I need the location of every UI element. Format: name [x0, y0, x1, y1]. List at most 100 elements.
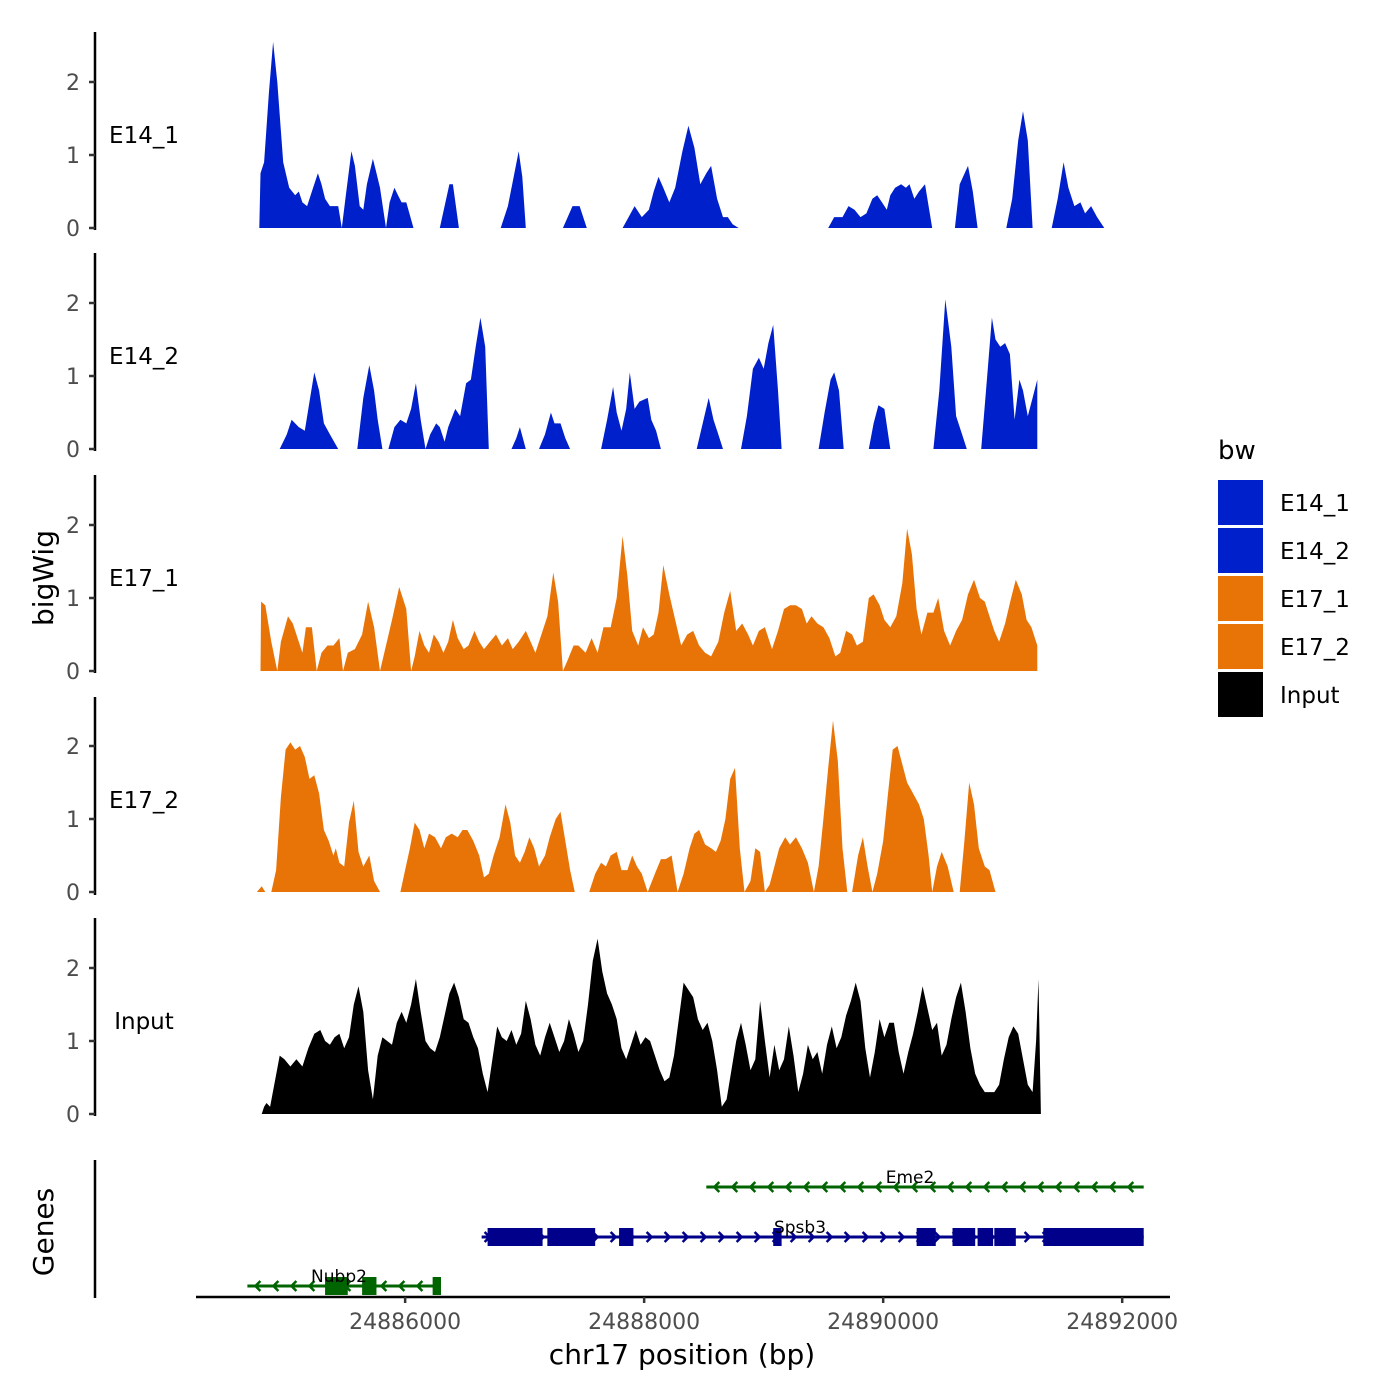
strand-arrow: [1000, 1181, 1009, 1193]
gene-exon: [432, 1277, 441, 1295]
strand-arrow: [1126, 1181, 1135, 1193]
legend-label-E17_1: E17_1: [1280, 587, 1350, 613]
legend-label-Input: Input: [1280, 683, 1340, 709]
strand-arrow: [874, 1181, 883, 1193]
y-tick-label: 0: [66, 881, 80, 906]
gene-exon: [916, 1228, 936, 1246]
strand-arrow: [397, 1280, 406, 1292]
strand-arrow: [379, 1280, 388, 1292]
gene-label-Spsb3: Spsb3: [774, 1218, 826, 1238]
strand-arrow: [766, 1181, 775, 1193]
strand-arrow: [748, 1181, 757, 1193]
y-tick-label: 2: [66, 71, 80, 96]
coverage-area-E17_2: [256, 720, 996, 892]
y-tick-label: 0: [66, 660, 80, 685]
strand-arrow: [784, 1181, 793, 1193]
y-tick-label: 1: [66, 365, 80, 390]
strand-arrow: [825, 1231, 834, 1243]
strand-arrow: [712, 1181, 721, 1193]
track-label-E14_2: E14_2: [109, 344, 179, 370]
y-tick-label: 1: [66, 144, 80, 169]
legend-label-E17_2: E17_2: [1280, 635, 1350, 661]
strand-arrow: [753, 1231, 762, 1243]
strand-arrow: [717, 1231, 726, 1243]
strand-arrow: [1108, 1181, 1117, 1193]
legend-title: bw: [1218, 436, 1256, 466]
track-label-E17_1: E17_1: [109, 566, 179, 592]
x-axis-title: chr17 position (bp): [549, 1338, 815, 1371]
strand-arrow: [820, 1181, 829, 1193]
strand-arrow: [879, 1231, 888, 1243]
genes-axis-title: Genes: [27, 1188, 60, 1276]
x-axis: 24886000 24888000 24890000 24892000: [196, 1295, 1178, 1335]
y-tick-label: 2: [66, 735, 80, 760]
gene-exon: [773, 1228, 782, 1246]
strand-arrow: [843, 1231, 852, 1243]
bigwig-panels: 0 1 2 E14_1 0 1 2 E14_2 0 1 2 E17_1 0 1 2 E17_2 0 1 2 Input: [66, 32, 1105, 1128]
y-tick-label: 2: [66, 292, 80, 317]
gene-exon: [977, 1228, 994, 1246]
strand-arrow: [271, 1280, 280, 1292]
gene-label-Eme2: Eme2: [886, 1168, 935, 1188]
coverage-area-E17_1: [260, 528, 1038, 671]
strand-arrow: [699, 1231, 708, 1243]
strand-arrow: [289, 1280, 298, 1292]
legend-label-E14_1: E14_1: [1280, 491, 1350, 517]
track-label-Input: Input: [114, 1009, 174, 1035]
strand-arrow: [892, 1181, 901, 1193]
gene-exon: [325, 1277, 348, 1295]
strand-arrow: [807, 1231, 816, 1243]
y-tick-label: 2: [66, 957, 80, 982]
gene-exon: [487, 1228, 543, 1246]
legend-swatch-E17_2: [1218, 624, 1263, 669]
legend-swatch-E14_2: [1218, 528, 1263, 573]
strand-arrow: [946, 1181, 955, 1193]
coverage-area-E14_1: [259, 41, 1105, 229]
strand-arrow: [1090, 1181, 1099, 1193]
gene-exon: [952, 1228, 976, 1246]
legend-swatch-Input: [1218, 672, 1263, 717]
strand-arrow: [609, 1231, 618, 1243]
strand-arrow: [730, 1181, 739, 1193]
strand-arrow: [415, 1280, 424, 1292]
gene-exon: [362, 1277, 377, 1295]
gene-exon: [994, 1228, 1016, 1246]
strand-arrow: [307, 1280, 316, 1292]
legend-swatch-E17_1: [1218, 576, 1263, 621]
strand-arrow: [253, 1280, 262, 1292]
gene-Eme2: Eme2: [706, 1168, 1144, 1193]
legend-swatch-E14_1: [1218, 480, 1263, 525]
x-tick-label: 24888000: [588, 1310, 700, 1335]
strand-arrow: [1072, 1181, 1081, 1193]
strand-arrow: [856, 1181, 865, 1193]
track-E14_1: 0 1 2 E14_1: [66, 32, 1105, 242]
strand-arrow: [838, 1181, 847, 1193]
strand-arrow: [1036, 1181, 1045, 1193]
strand-arrow: [802, 1181, 811, 1193]
y-tick-label: 1: [66, 808, 80, 833]
gene-exon: [619, 1228, 634, 1246]
y-tick-label: 1: [66, 587, 80, 612]
gene-label-Nubp2: Nubp2: [311, 1267, 367, 1287]
track-E17_1: 0 1 2 E17_1: [66, 475, 1038, 685]
coverage-area-Input: [261, 938, 1041, 1114]
track-label-E17_2: E17_2: [109, 788, 179, 814]
y-tick-label: 0: [66, 1103, 80, 1128]
y-tick-label: 0: [66, 438, 80, 463]
gene-exon: [547, 1228, 596, 1246]
y-tick-label: 0: [66, 217, 80, 242]
strand-arrow: [910, 1181, 919, 1193]
track-E17_2: 0 1 2 E17_2: [66, 697, 996, 906]
gene-Nubp2: Nubp2: [247, 1267, 442, 1295]
strand-arrow: [645, 1231, 654, 1243]
track-label-E14_1: E14_1: [109, 123, 179, 149]
strand-arrow: [982, 1181, 991, 1193]
strand-arrow: [897, 1231, 906, 1243]
strand-arrow: [933, 1231, 942, 1243]
strand-arrow: [735, 1231, 744, 1243]
y-tick-label: 2: [66, 514, 80, 539]
strand-arrow: [1018, 1181, 1027, 1193]
genes-panel: Eme2 Spsb3 Nubp2: [93, 1160, 1144, 1298]
strand-arrow: [663, 1231, 672, 1243]
